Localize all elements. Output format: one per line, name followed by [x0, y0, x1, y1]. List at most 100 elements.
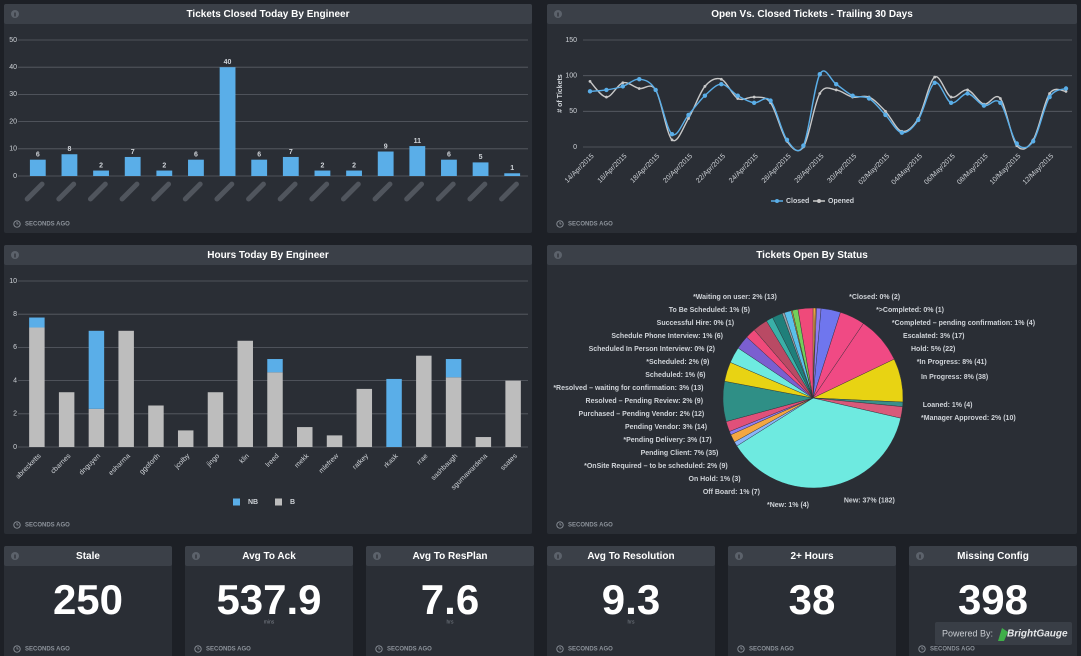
bar — [409, 146, 426, 176]
panel-title: Open Vs. Closed Tickets - Trailing 30 Da… — [711, 9, 913, 20]
blurred-label — [151, 181, 172, 202]
panel-header — [547, 4, 1077, 24]
bar — [504, 173, 521, 176]
pie-label: *Resolved – waiting for confirmation: 3%… — [553, 385, 703, 392]
bar-segment — [267, 372, 283, 447]
pie-slice — [797, 307, 814, 399]
pie-label: Pending Client: 7% (35) — [641, 450, 719, 457]
legend-swatch — [275, 498, 282, 506]
pie-label: *In Progress: 8% (41) — [917, 359, 987, 366]
pie-label: *Waiting on user: 2% (13) — [693, 294, 777, 301]
bar-value-label: 2 — [352, 162, 356, 169]
info-icon-bar — [557, 554, 559, 559]
series-point — [817, 72, 822, 77]
pie-label: *Closed: 0% (2) — [849, 294, 900, 301]
bar-segment — [445, 377, 462, 447]
blurred-label — [435, 181, 456, 202]
y-axis-label: # of Tickets — [557, 74, 564, 112]
legend-dot — [817, 199, 821, 203]
y-tick-label: 20 — [9, 118, 17, 125]
panel-title: Stale — [76, 551, 100, 562]
series-point — [637, 87, 641, 90]
bar — [61, 154, 78, 176]
legend-dot — [775, 199, 779, 203]
y-tick-label: 8 — [13, 311, 17, 318]
clock-icon — [737, 645, 745, 653]
pie-slice — [736, 397, 901, 489]
pie-label: *Scheduled: 2% (9) — [646, 359, 709, 366]
series-point — [620, 84, 626, 89]
series-point — [719, 82, 724, 87]
clock-icon — [556, 645, 564, 653]
kpi-value: 7.6 — [421, 576, 479, 623]
series-point — [735, 93, 740, 98]
clock-hands — [16, 523, 19, 526]
panel — [4, 4, 532, 233]
series-point — [604, 87, 609, 93]
blurred-label — [277, 181, 298, 202]
pie-label: On Hold: 1% (3) — [689, 476, 741, 483]
updated-label: SECONDS AGO — [387, 647, 432, 653]
pie-label: Loaned: 1% (4) — [923, 402, 973, 409]
pie-label: *OnSite Required – to be scheduled: 2% (… — [584, 463, 728, 470]
legend-swatch — [233, 498, 240, 506]
y-tick-label: 0 — [13, 444, 17, 451]
series-point — [883, 112, 888, 118]
kpi-unit: hrs — [447, 619, 454, 625]
pie-label: Scheduled In Person Interview: 0% (2) — [589, 346, 715, 353]
series-point — [687, 117, 690, 120]
bar-segment — [29, 317, 45, 328]
series-point — [834, 82, 839, 87]
blurred-label — [467, 181, 488, 202]
info-icon-bar — [738, 554, 740, 559]
info-icon-bar — [557, 253, 559, 258]
bar-segment — [207, 392, 224, 447]
series-point — [801, 143, 806, 148]
info-icon-bar — [557, 12, 559, 17]
panel-header — [728, 546, 896, 566]
series-point — [933, 75, 937, 79]
panel — [4, 546, 172, 656]
bar-segment — [267, 359, 283, 373]
series-point — [784, 137, 790, 143]
bar — [251, 159, 268, 176]
info-icon-bar — [14, 12, 16, 17]
updated-label: SECONDS AGO — [206, 647, 251, 653]
series-point — [966, 88, 969, 92]
bar-segment — [237, 340, 253, 447]
info-icon-bar — [195, 554, 197, 559]
series-point — [1064, 89, 1068, 93]
series-point — [884, 109, 887, 113]
series-point — [703, 84, 707, 88]
pie-label: Scheduled: 1% (6) — [645, 372, 705, 379]
series-point — [702, 93, 708, 98]
blurred-label — [246, 181, 266, 202]
bar-value-label: 8 — [67, 146, 71, 153]
blurred-label — [24, 181, 45, 202]
bar-segment — [326, 435, 343, 447]
clock-icon — [918, 645, 926, 653]
series-point — [605, 95, 608, 99]
panel-title: Hours Today By Engineer — [207, 250, 329, 261]
blurred-label — [499, 181, 519, 202]
y-tick-label: 4 — [13, 377, 17, 384]
updated-label: SECONDS AGO — [568, 647, 613, 653]
panel-title: 2+ Hours — [790, 551, 834, 562]
series-point — [916, 117, 921, 123]
clock-hands — [16, 222, 19, 225]
bar — [282, 156, 299, 176]
pie-label: Hold: 5% (22) — [911, 346, 955, 353]
bar-value-label: 7 — [289, 149, 293, 156]
brand-name: BrightGauge — [1007, 629, 1068, 640]
series-point — [752, 95, 756, 99]
pie-label: *Completed – pending confirmation: 1% (4… — [892, 320, 1035, 327]
clock-hands — [921, 647, 924, 650]
updated-label: SECONDS AGO — [25, 647, 70, 653]
panel-header — [366, 546, 534, 566]
kpi-unit: hrs — [628, 619, 635, 625]
bar-value-label: 9 — [384, 143, 388, 150]
bar-value-label: 6 — [194, 152, 198, 159]
y-tick-label: 10 — [9, 146, 17, 153]
bar — [472, 162, 489, 176]
